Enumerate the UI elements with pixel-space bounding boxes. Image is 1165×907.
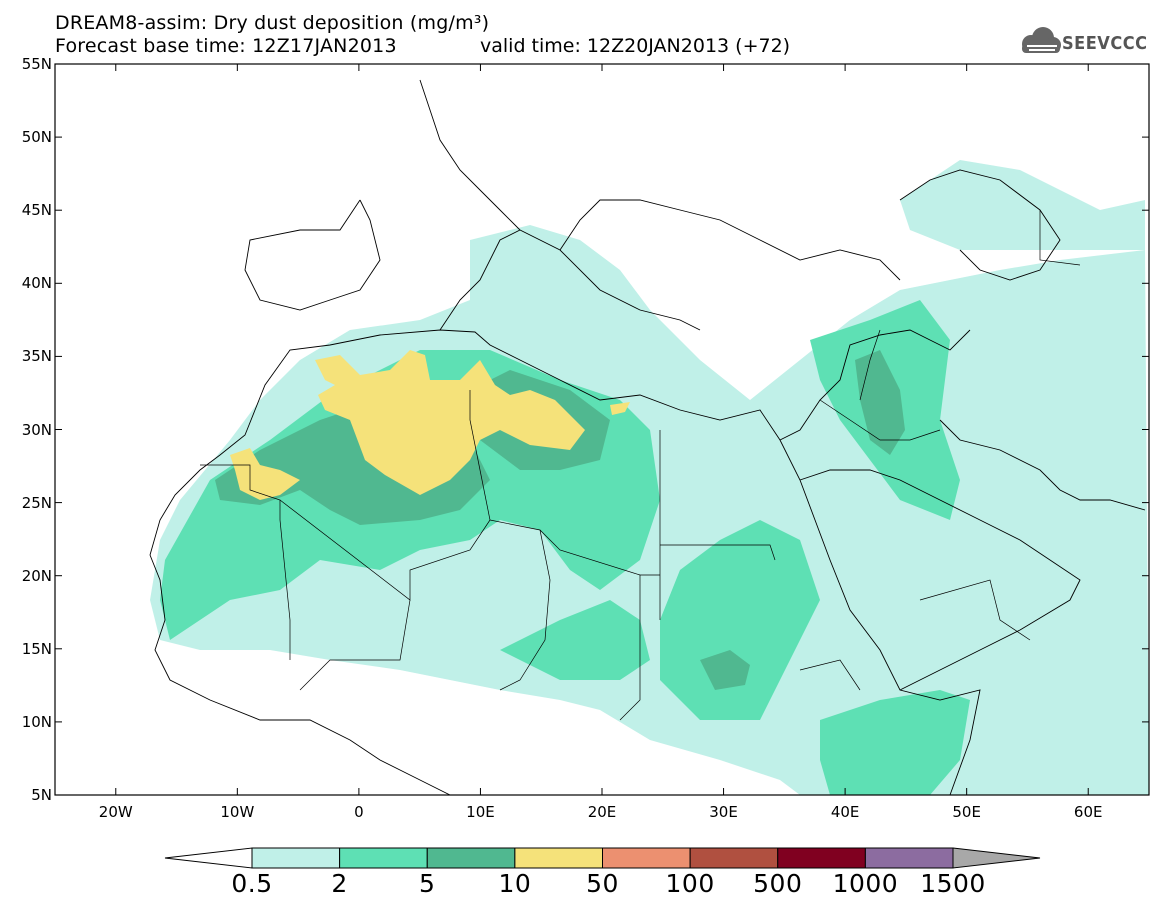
lon-label: 0 [354,803,364,821]
country-borders [200,210,1081,721]
colorbar-box [864,847,954,869]
lon-label: 10E [466,803,495,821]
colorbar-box [251,847,341,869]
colorbar-min-triangle [164,847,253,869]
colorbar-box [514,847,603,869]
forecast-base-time: Forecast base time: 12Z17JAN2013 [55,35,397,57]
lon-label: 20W [98,803,133,821]
colorbar-box [689,847,779,869]
colorbar-label: 50 [586,869,619,898]
lat-label: 20N [21,566,52,585]
lat-label: 55N [21,55,52,73]
colorbar-label: 5 [419,869,436,898]
lon-label: 40E [830,803,860,821]
cloud-logo-icon [1022,27,1061,53]
colorbar-label: 1500 [920,869,986,898]
valid-time: valid time: 12Z20JAN2013 (+72) [480,35,791,57]
colorbar-label: 2 [331,869,348,898]
colorbar-label: 100 [665,869,715,898]
lat-label: 50N [21,128,52,147]
colorbar-box [339,847,428,869]
lon-label: 60E [1073,803,1103,821]
lat-label: 15N [21,639,52,658]
colorbar-box [777,847,866,869]
lon-label: 10W [220,803,255,821]
colorbar-box [426,847,516,869]
colorbar-box [602,847,691,869]
dust-field [150,160,1149,795]
colorbar-max-triangle [952,847,1041,869]
lat-label: 35N [21,347,52,366]
chart-title: DREAM8-assim: Dry dust deposition (mg/m³… [55,12,490,34]
colorbar-label: 0.5 [231,869,273,898]
lon-label: 20E [587,803,617,821]
colorbar [164,847,1041,869]
dust-level-4 [230,350,630,500]
lon-label: 50E [952,803,981,821]
axis-ticks [55,63,1149,796]
lat-label: 25N [21,493,52,512]
coastlines [149,79,1146,795]
lat-label: 5N [31,786,52,804]
lat-label: 10N [21,712,52,731]
colorbar-label: 10 [498,869,532,898]
colorbar-label: 1000 [832,869,899,898]
lon-label: 30E [709,803,738,821]
lat-label: 45N [21,201,52,220]
lat-label: 40N [21,274,52,293]
lat-label: 30N [21,420,52,439]
colorbar-label: 500 [753,869,803,898]
logo-text: SEEVCCC [1062,33,1148,54]
